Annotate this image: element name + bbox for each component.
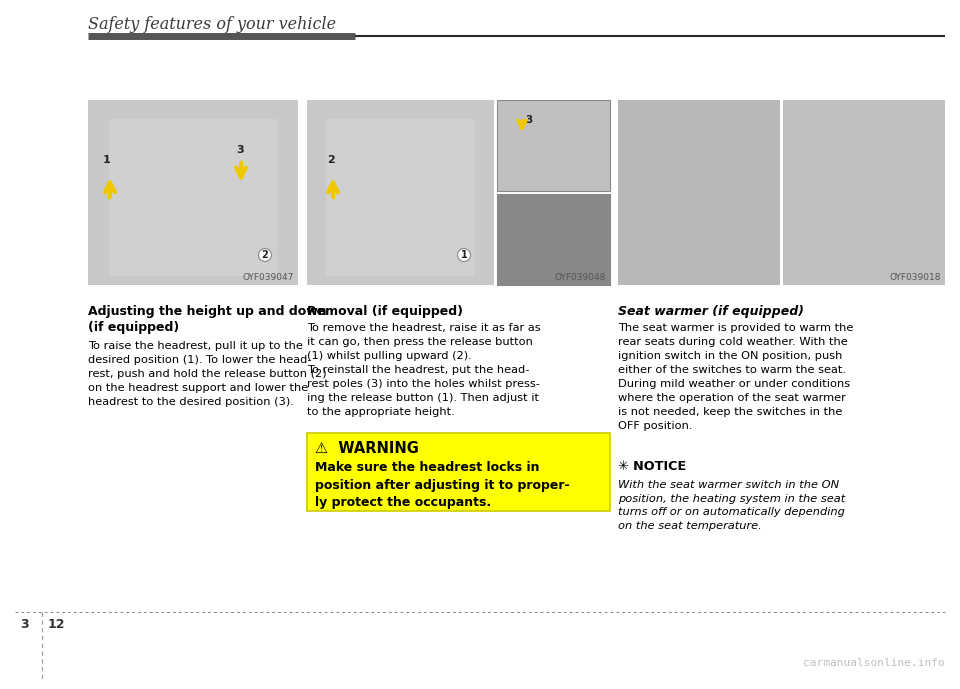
- Text: 1: 1: [461, 250, 468, 260]
- Text: 3: 3: [236, 145, 244, 155]
- Text: 1: 1: [103, 155, 110, 165]
- Bar: [307, 433, 610, 511]
- Text: With the seat warmer switch in the ON
position, the heating system in the seat
t: With the seat warmer switch in the ON po…: [618, 480, 845, 531]
- Text: The seat warmer is provided to warm the
rear seats during cold weather. With the: The seat warmer is provided to warm the …: [618, 323, 853, 431]
- Text: Removal (if equipped): Removal (if equipped): [307, 305, 463, 318]
- Text: 2: 2: [262, 250, 269, 260]
- Text: OYF039018: OYF039018: [890, 273, 941, 282]
- Text: Safety features of your vehicle: Safety features of your vehicle: [88, 16, 336, 33]
- Text: 12: 12: [48, 618, 65, 631]
- Text: To remove the headrest, raise it as far as
it can go, then press the release but: To remove the headrest, raise it as far …: [307, 323, 540, 417]
- Bar: [497, 194, 610, 285]
- Text: Make sure the headrest locks in
position after adjusting it to proper-
ly protec: Make sure the headrest locks in position…: [315, 461, 569, 509]
- Text: Adjusting the height up and down
(if equipped): Adjusting the height up and down (if equ…: [88, 305, 326, 334]
- Text: Seat warmer (if equipped): Seat warmer (if equipped): [618, 305, 804, 318]
- Bar: [109, 119, 277, 276]
- Bar: [618, 100, 780, 285]
- Bar: [88, 100, 298, 285]
- Text: To raise the headrest, pull it up to the
desired position (1). To lower the head: To raise the headrest, pull it up to the…: [88, 341, 326, 407]
- Text: ✳ NOTICE: ✳ NOTICE: [618, 460, 686, 473]
- Bar: [307, 100, 494, 285]
- Text: 3: 3: [20, 618, 29, 631]
- Bar: [325, 119, 475, 276]
- Text: 3: 3: [525, 115, 532, 125]
- Text: ⚠  WARNING: ⚠ WARNING: [315, 441, 419, 456]
- Bar: [497, 100, 610, 191]
- Text: carmanualsonline.info: carmanualsonline.info: [804, 658, 945, 668]
- Text: OYF039048: OYF039048: [555, 273, 606, 282]
- Text: 2: 2: [327, 155, 335, 165]
- Bar: [783, 100, 945, 285]
- Text: OYF039047: OYF039047: [243, 273, 294, 282]
